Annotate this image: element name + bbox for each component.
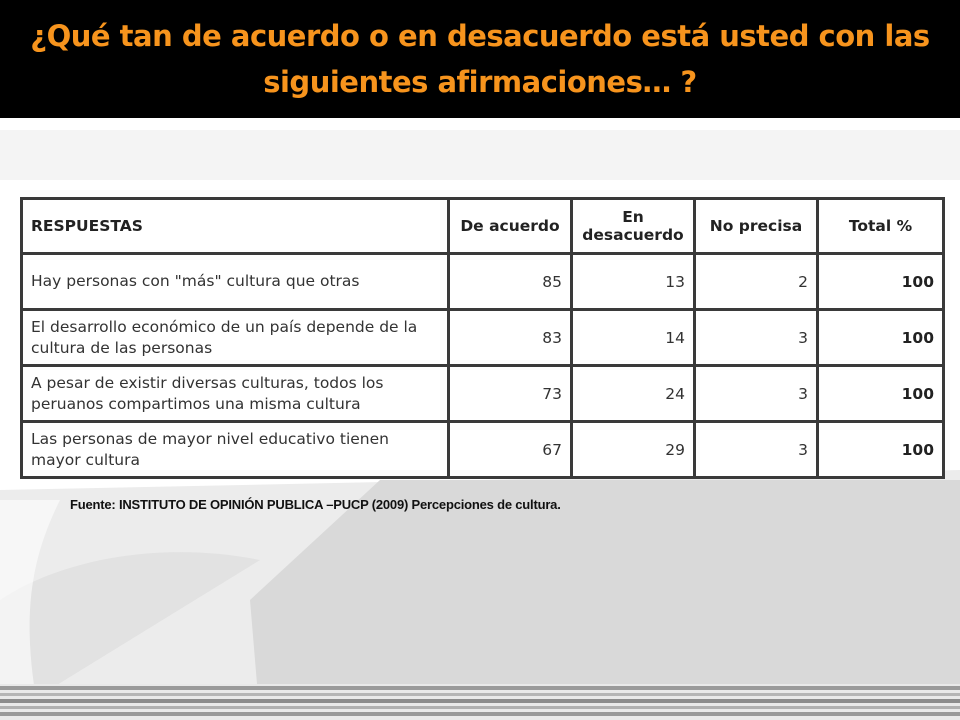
statement-cell: Las personas de mayor nivel educativo ti… [20, 420, 450, 479]
en-desacuerdo-cell: 13 [570, 252, 696, 311]
footer-stripes [0, 684, 960, 720]
de-acuerdo-cell: 83 [447, 308, 573, 367]
statement-cell: A pesar de existir diversas culturas, to… [20, 364, 450, 423]
total-cell: 100 [816, 420, 945, 479]
total-cell: 100 [816, 308, 945, 367]
table-row: Hay personas con "más" cultura que otras… [20, 252, 945, 311]
no-precisa-cell: 2 [693, 252, 819, 311]
table-row: El desarrollo económico de un país depen… [20, 308, 945, 367]
en-desacuerdo-cell: 24 [570, 364, 696, 423]
table-row: A pesar de existir diversas culturas, to… [20, 364, 945, 423]
de-acuerdo-cell: 73 [447, 364, 573, 423]
no-precisa-cell: 3 [693, 420, 819, 479]
table-panel: RESPUESTAS De acuerdo En desacuerdo No p… [20, 197, 945, 479]
header-respuestas: RESPUESTAS [20, 197, 450, 255]
header-en-desacuerdo: En desacuerdo [570, 197, 696, 255]
en-desacuerdo-cell: 29 [570, 420, 696, 479]
total-cell: 100 [816, 364, 945, 423]
header-no-precisa: No precisa [693, 197, 819, 255]
statement-cell: El desarrollo económico de un país depen… [20, 308, 450, 367]
de-acuerdo-cell: 67 [447, 420, 573, 479]
header-de-acuerdo: De acuerdo [447, 197, 573, 255]
en-desacuerdo-cell: 14 [570, 308, 696, 367]
table-row: Las personas de mayor nivel educativo ti… [20, 420, 945, 479]
source-citation: Fuente: INSTITUTO DE OPINIÓN PUBLICA –PU… [70, 497, 561, 512]
de-acuerdo-cell: 85 [447, 252, 573, 311]
statement-cell: Hay personas con "más" cultura que otras [20, 252, 450, 311]
total-cell: 100 [816, 252, 945, 311]
slide-title: ¿Qué tan de acuerdo o en desacuerdo está… [30, 19, 930, 99]
no-precisa-cell: 3 [693, 308, 819, 367]
survey-table: RESPUESTAS De acuerdo En desacuerdo No p… [20, 197, 945, 479]
no-precisa-cell: 3 [693, 364, 819, 423]
title-bar: ¿Qué tan de acuerdo o en desacuerdo está… [0, 0, 960, 118]
header-total: Total % [816, 197, 945, 255]
table-header-row: RESPUESTAS De acuerdo En desacuerdo No p… [20, 197, 945, 255]
